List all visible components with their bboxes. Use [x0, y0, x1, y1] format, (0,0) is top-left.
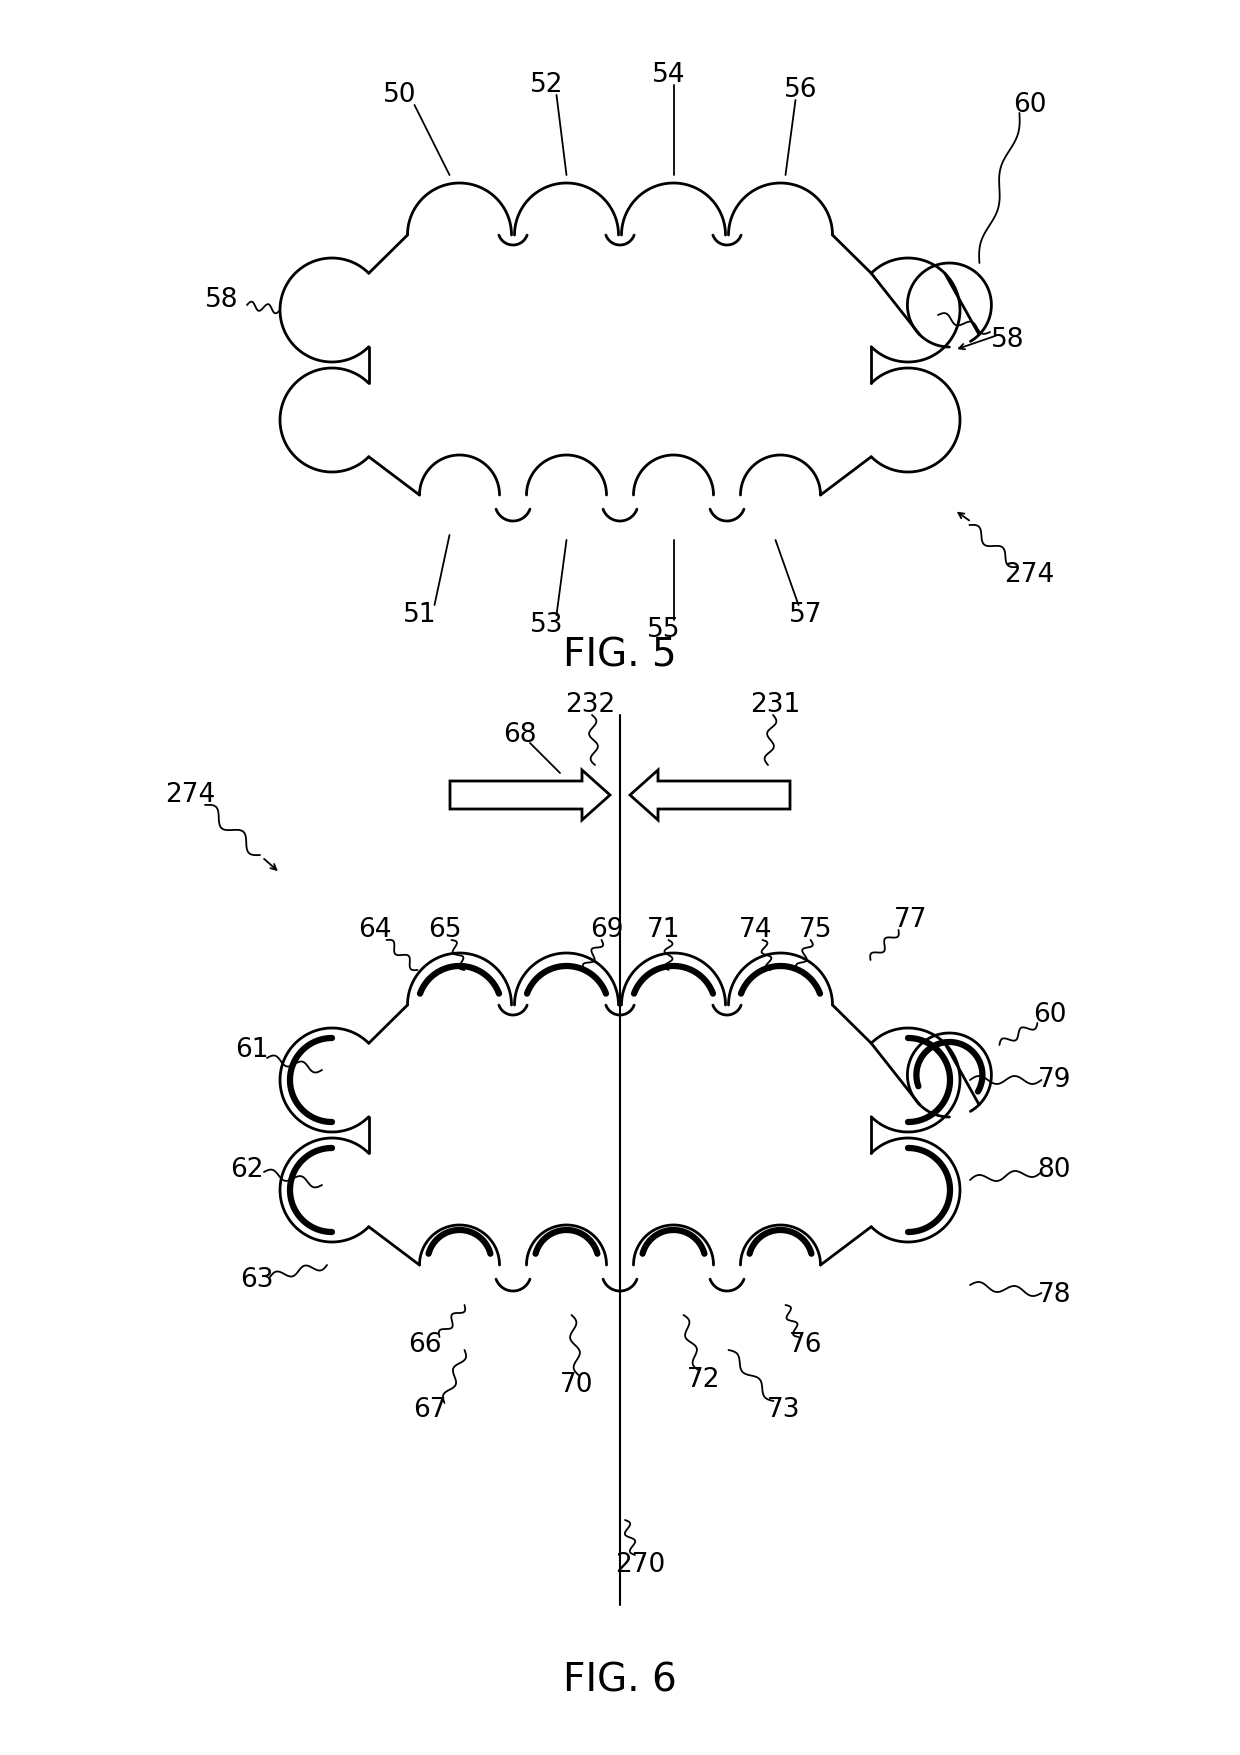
Text: 55: 55 [647, 618, 681, 642]
Text: 72: 72 [687, 1367, 720, 1393]
FancyArrow shape [450, 770, 610, 820]
Text: 60: 60 [1013, 91, 1047, 118]
Text: 70: 70 [559, 1372, 593, 1399]
Text: 77: 77 [894, 907, 928, 934]
Text: 65: 65 [428, 918, 461, 942]
Text: 52: 52 [529, 72, 563, 98]
Text: 58: 58 [991, 326, 1024, 353]
Text: 61: 61 [236, 1037, 269, 1064]
Text: 63: 63 [241, 1267, 274, 1293]
Text: 79: 79 [1038, 1067, 1071, 1093]
Text: 67: 67 [413, 1397, 446, 1423]
Text: FIG. 6: FIG. 6 [563, 1660, 677, 1699]
Text: 53: 53 [529, 612, 563, 639]
Text: 231: 231 [750, 691, 800, 718]
Text: 68: 68 [503, 721, 537, 748]
Text: 56: 56 [784, 77, 817, 104]
Text: 66: 66 [408, 1332, 441, 1358]
Text: 73: 73 [766, 1397, 800, 1423]
Text: 64: 64 [358, 918, 392, 942]
Text: 51: 51 [403, 602, 436, 628]
Text: 78: 78 [1038, 1281, 1071, 1307]
Text: 50: 50 [383, 82, 417, 109]
Text: 54: 54 [652, 61, 686, 88]
Text: 71: 71 [647, 918, 681, 942]
Text: 270: 270 [615, 1551, 665, 1578]
Text: 274: 274 [1004, 562, 1054, 588]
Text: 80: 80 [1038, 1157, 1071, 1183]
FancyArrow shape [630, 770, 790, 820]
Text: 75: 75 [799, 918, 832, 942]
Text: 57: 57 [789, 602, 822, 628]
Text: 62: 62 [231, 1157, 264, 1183]
Text: 60: 60 [1033, 1002, 1066, 1028]
Text: 69: 69 [590, 918, 624, 942]
Text: 274: 274 [165, 783, 215, 807]
Text: 232: 232 [565, 691, 615, 718]
Text: FIG. 5: FIG. 5 [563, 635, 677, 674]
Text: 74: 74 [739, 918, 773, 942]
Text: 76: 76 [789, 1332, 822, 1358]
Text: 58: 58 [206, 288, 239, 312]
